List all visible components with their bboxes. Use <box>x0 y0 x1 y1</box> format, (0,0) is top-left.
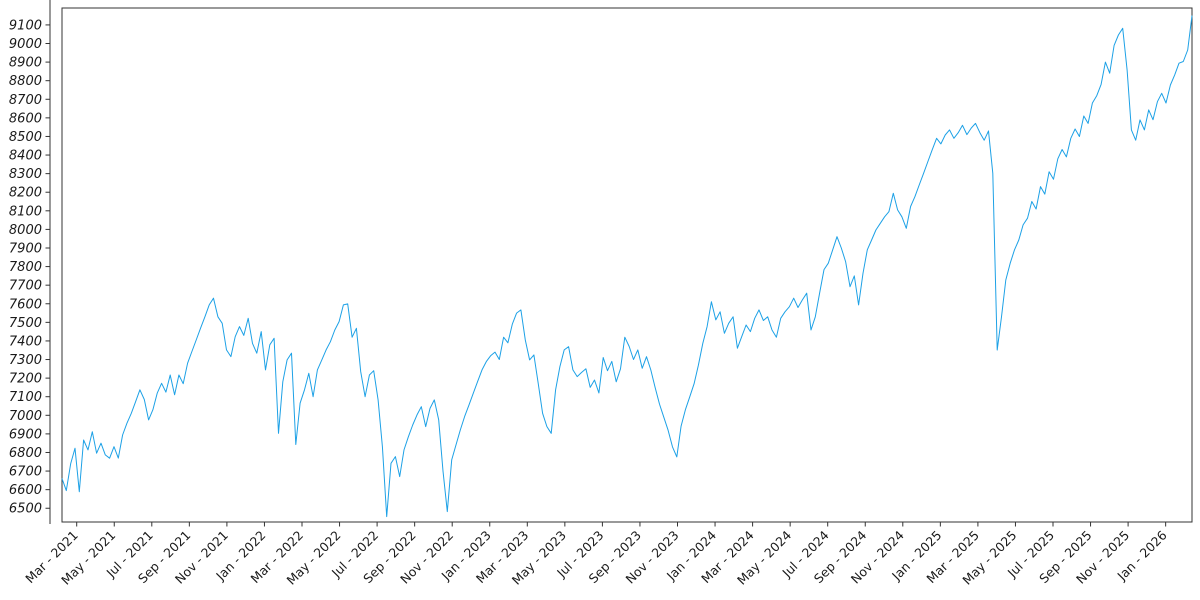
y-tick-label: 7600 <box>9 297 42 312</box>
y-tick-label: 6800 <box>9 446 42 461</box>
price-line-series <box>61 15 1193 518</box>
y-tick-label: 8400 <box>9 149 42 164</box>
y-tick-label: 8600 <box>9 111 42 126</box>
y-tick-label: 7400 <box>9 334 42 349</box>
y-tick-label: 8300 <box>9 167 42 182</box>
y-tick-label: 8900 <box>9 56 42 71</box>
y-tick-label: 6700 <box>9 465 42 480</box>
y-tick-label: 7700 <box>9 279 42 294</box>
y-tick-label: 8200 <box>9 186 42 201</box>
y-tick-label: 7300 <box>9 353 42 368</box>
y-tick-label: 7500 <box>9 316 42 331</box>
y-tick-label: 7100 <box>9 390 42 405</box>
y-tick-label: 7900 <box>9 241 42 256</box>
y-tick-label: 6500 <box>9 502 42 517</box>
y-tick-label: 7000 <box>9 409 42 424</box>
y-tick-label: 6900 <box>9 427 42 442</box>
y-tick-label: 8700 <box>9 93 42 108</box>
y-tick-label: 6600 <box>9 483 42 498</box>
plot-border <box>61 7 1193 523</box>
y-tick-label: 7800 <box>9 260 42 275</box>
y-tick-label: 8000 <box>9 223 42 238</box>
y-tick-label: 8100 <box>9 204 42 219</box>
y-tick-label: 8500 <box>9 130 42 145</box>
y-tick-label: 9000 <box>9 37 42 52</box>
y-tick-label: 8800 <box>9 74 42 89</box>
y-tick-label: 9100 <box>9 18 42 33</box>
y-tick-label: 7200 <box>9 372 42 387</box>
